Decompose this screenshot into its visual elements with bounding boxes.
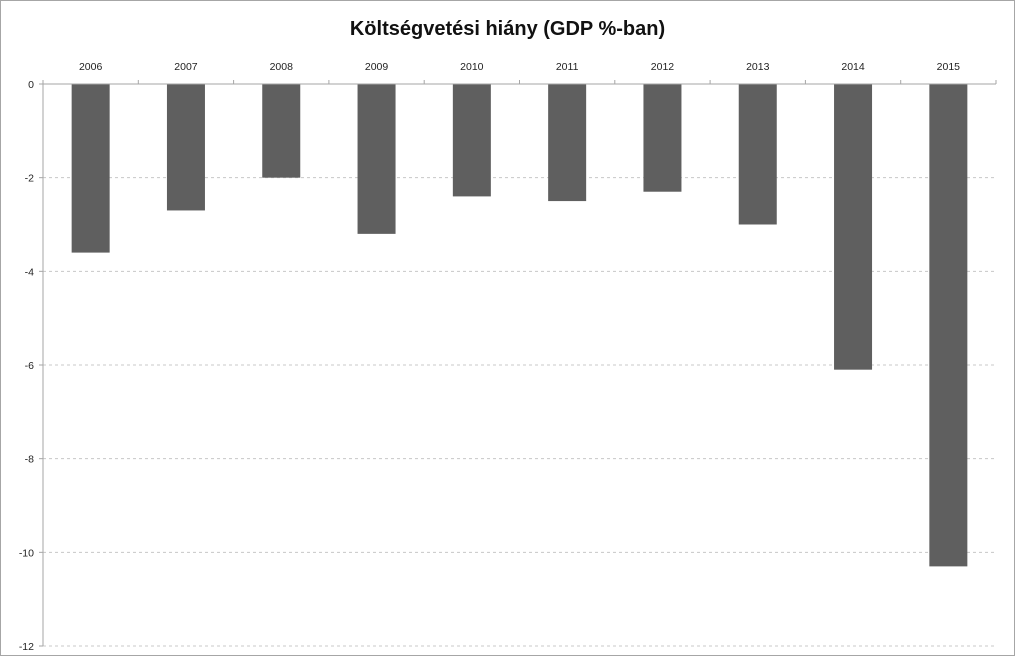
x-tick-label: 2009 <box>365 61 389 73</box>
x-tick-label: 2010 <box>460 61 484 73</box>
x-tick-label: 2015 <box>937 61 961 73</box>
x-tick-label: 2013 <box>746 61 770 73</box>
x-tick-label: 2006 <box>79 61 103 73</box>
y-tick-label: -2 <box>25 173 34 185</box>
x-tick-labels: 2006 2007 2008 2009 2010 2011 2012 2013 2014 2015 <box>79 61 960 73</box>
bar-2007 <box>167 84 205 210</box>
y-tick-label: -12 <box>19 641 34 653</box>
bar-2012 <box>643 84 681 192</box>
bar-2013 <box>739 84 777 225</box>
x-tick-label: 2012 <box>651 61 675 73</box>
bar-2006 <box>72 84 110 253</box>
y-tick-label: -4 <box>25 266 34 278</box>
bar-2008 <box>262 84 300 178</box>
x-tick-label: 2007 <box>174 61 198 73</box>
y-tick-label: -10 <box>19 547 34 559</box>
bar-2014 <box>834 84 872 370</box>
bar-2015 <box>929 84 967 566</box>
x-tick-label: 2008 <box>270 61 294 73</box>
y-tick-label: 0 <box>28 79 34 91</box>
x-tick-label: 2014 <box>841 61 865 73</box>
y-tick-label: -8 <box>25 454 34 466</box>
bar-2011 <box>548 84 586 201</box>
y-tick-label: -6 <box>25 360 34 372</box>
bar-2010 <box>453 84 491 196</box>
x-tick-label: 2011 <box>556 61 579 73</box>
bars <box>72 84 968 566</box>
bar-2009 <box>358 84 396 234</box>
y-tick-labels: 0 -2 -4 -6 -8 -10 -12 <box>19 79 34 653</box>
